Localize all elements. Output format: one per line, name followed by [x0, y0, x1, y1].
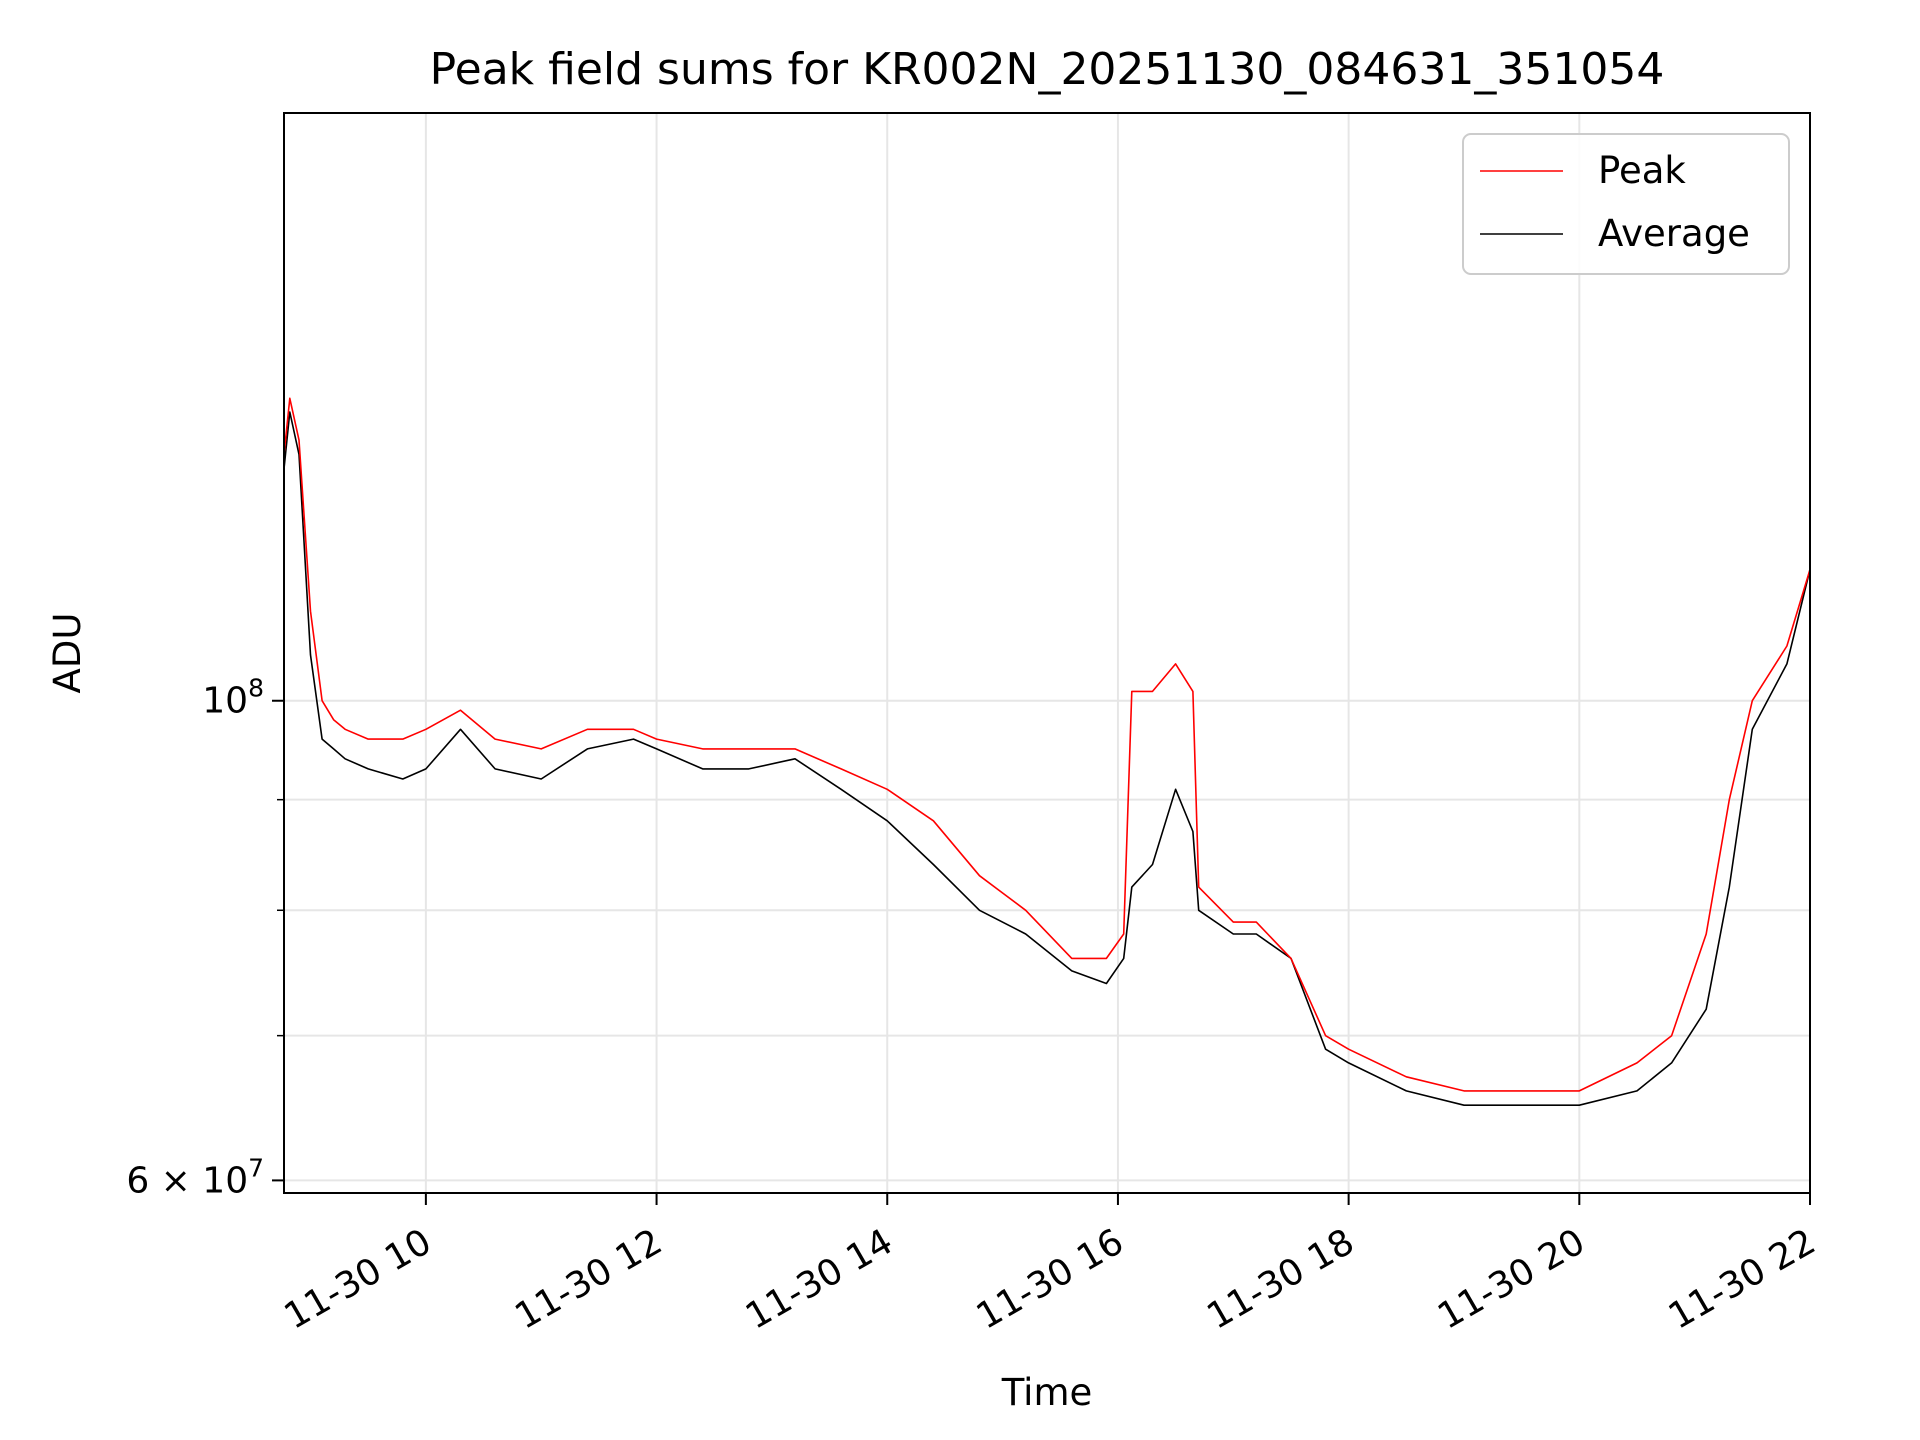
- legend-box: [1462, 133, 1790, 275]
- plot-frame: [283, 112, 1811, 1194]
- peak-series-line: [283, 397, 1811, 1092]
- y-axis: 6 × 107 108: [126, 674, 284, 1201]
- y-tick-label: 108: [202, 674, 264, 722]
- y-axis-label: ADU: [46, 613, 89, 694]
- y-tick-label-base: 10: [202, 681, 248, 722]
- average-series-line: [283, 411, 1811, 1106]
- series-group: [283, 397, 1811, 1106]
- legend: Peak Average: [1462, 133, 1790, 275]
- y-tick-label: 6 × 107: [126, 1153, 264, 1201]
- y-tick-label-exponent: 7: [248, 1153, 264, 1182]
- legend-peak-label: Peak: [1598, 149, 1686, 192]
- x-axis-label: Time: [1001, 1371, 1093, 1414]
- plot-background: [284, 113, 1810, 1193]
- y-tick-label-exponent: 8: [248, 674, 264, 703]
- legend-average-label: Average: [1598, 212, 1750, 255]
- chart-title: Peak field sums for KR002N_20251130_0846…: [430, 44, 1665, 95]
- y-tick-label-base: 6 × 10: [126, 1160, 248, 1201]
